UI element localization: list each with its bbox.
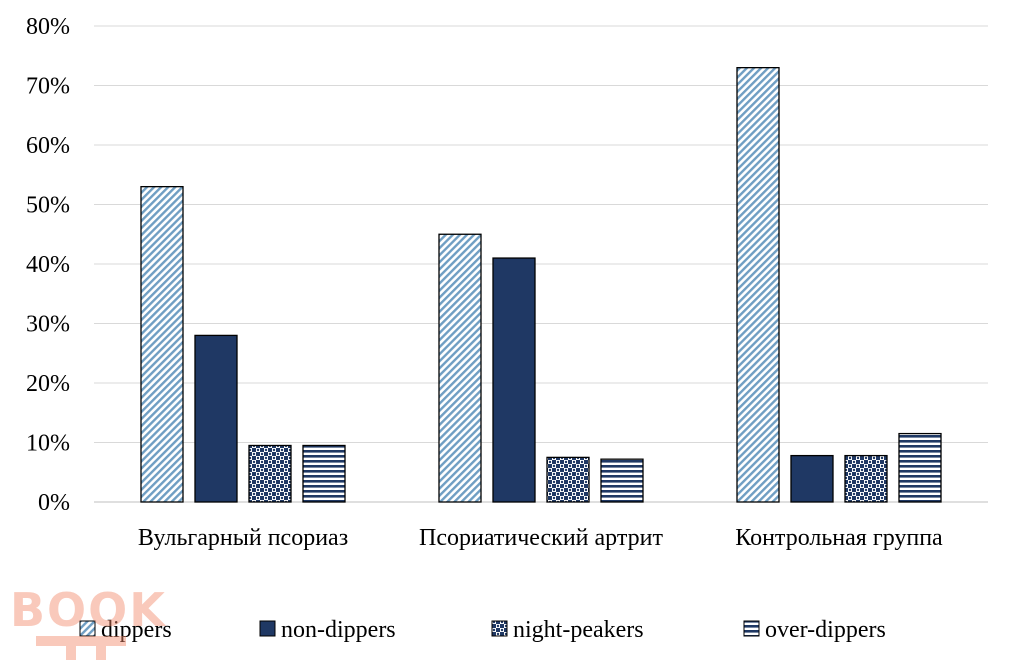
y-tick-label: 80% <box>26 14 70 40</box>
legend-label-non-dippers: non-dippers <box>281 617 396 643</box>
bar-over-dippers <box>600 458 644 503</box>
legend-swatch-non-dippers <box>259 620 276 637</box>
legend-label-dippers: dippers <box>101 617 172 643</box>
bar-dippers <box>736 67 780 503</box>
x-category-label: Псориатический артрит <box>419 525 663 551</box>
bar-night-peakers <box>248 444 292 503</box>
bar-non-dippers <box>790 454 834 503</box>
x-axis-categories: Вульгарный псориаз Псориатический артрит К… <box>138 525 943 551</box>
bar-over-dippers <box>302 444 346 503</box>
bar-dippers <box>140 185 184 503</box>
bar-dippers <box>438 233 482 503</box>
y-axis-ticks: 0% 10% 20% 30% 40% 50% 60% 70% 80% <box>26 14 70 516</box>
y-tick-label: 10% <box>26 431 70 457</box>
legend-label-night-peakers: night-peakers <box>513 617 644 643</box>
bar-night-peakers <box>844 454 888 503</box>
legend-swatch-night-peakers <box>491 620 508 637</box>
y-tick-label: 20% <box>26 371 70 397</box>
y-tick-label: 70% <box>26 74 70 100</box>
x-category-label: Контрольная группа <box>735 525 943 551</box>
legend-swatch-over-dippers <box>743 620 760 637</box>
legend: dippers non-dippers night-peakers over-dipp… <box>79 617 886 643</box>
bar-non-dippers <box>194 334 238 503</box>
bar-over-dippers <box>898 432 942 503</box>
y-tick-label: 60% <box>26 133 70 159</box>
watermark-logo: BOOK <box>10 583 166 660</box>
gridlines <box>94 25 988 503</box>
y-tick-label: 50% <box>26 193 70 219</box>
y-tick-label: 40% <box>26 252 70 278</box>
bars <box>140 67 942 503</box>
watermark-text: BOOK <box>10 583 166 637</box>
bar-night-peakers <box>546 456 590 503</box>
legend-swatch-dippers <box>79 620 96 637</box>
y-tick-label: 30% <box>26 312 70 338</box>
x-category-label: Вульгарный псориаз <box>138 525 348 551</box>
y-tick-label: 0% <box>38 490 70 516</box>
legend-label-over-dippers: over-dippers <box>765 617 886 643</box>
bar-non-dippers <box>492 257 536 503</box>
